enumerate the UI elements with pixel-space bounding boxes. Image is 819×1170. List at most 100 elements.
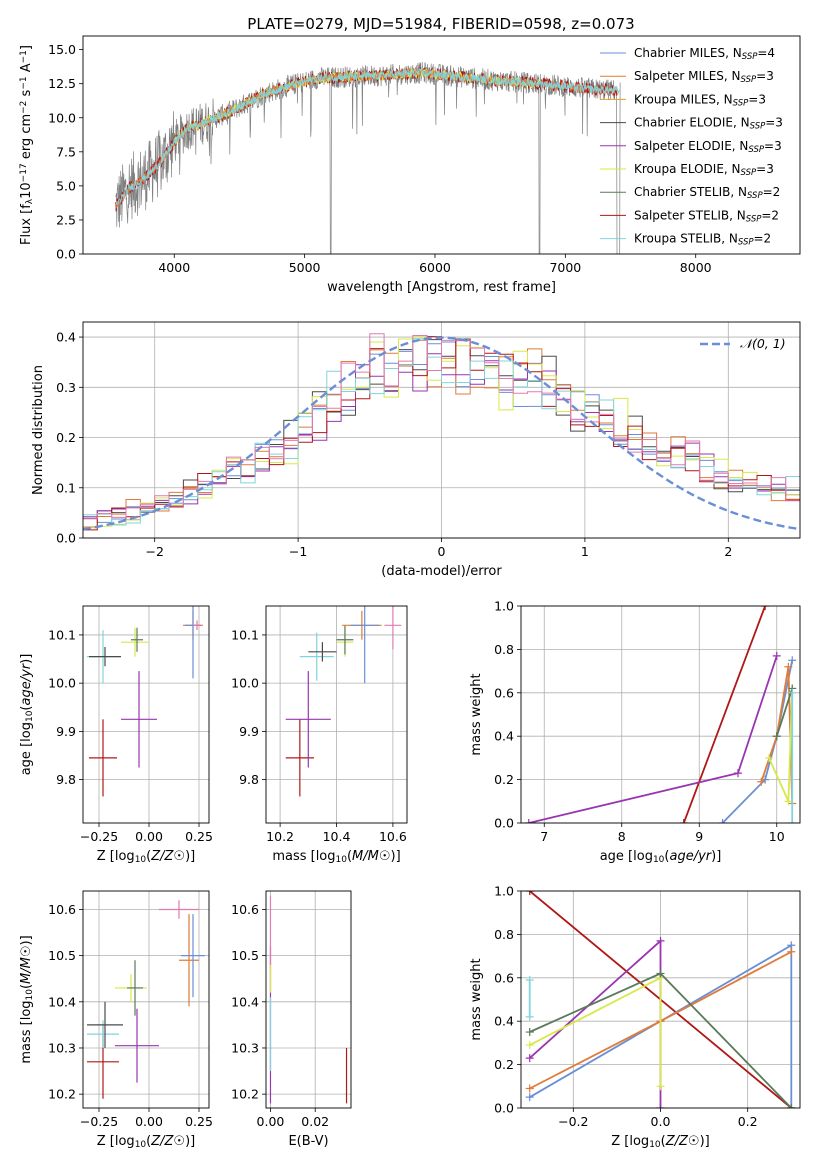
- label-part: SSP: [741, 75, 757, 85]
- weight-point-marker: [525, 1012, 534, 1021]
- y-tick-label: 9.9: [56, 724, 76, 739]
- y-tick-label: 10.4: [48, 994, 76, 1009]
- x-axis-label: mass [log10(M/M☉)]: [272, 849, 400, 865]
- label-part: )]: [700, 1134, 710, 1149]
- label-part: )]: [19, 654, 34, 664]
- y-tick-label: 10.3: [231, 1040, 259, 1055]
- weight-point-marker: [787, 1104, 796, 1108]
- y-tick-label: 0.6: [494, 970, 514, 985]
- label-part: Kroupa MILES, N: [634, 92, 733, 106]
- label-part: erg cm: [19, 114, 34, 163]
- x-tick-label: −1: [289, 544, 307, 559]
- x-tick-label: 8: [618, 829, 626, 844]
- weight-point-marker: [656, 936, 665, 945]
- label-part: (: [146, 1134, 151, 1149]
- label-part: Z/Z☉: [665, 1134, 700, 1149]
- y-tick-label: 9.8: [56, 772, 76, 787]
- y-tick-label: 5.0: [56, 178, 76, 193]
- y-tick-label: 0.6: [494, 685, 514, 700]
- y-tick-label: 0.4: [56, 330, 76, 345]
- y-tick-label: 0.1: [56, 480, 76, 495]
- label-part: SSP: [746, 215, 762, 225]
- weight-point-marker: [757, 777, 766, 786]
- weight-point-marker: [765, 753, 773, 762]
- x-tick-label: 0.02: [301, 1114, 329, 1129]
- x-tick-label: 10.2: [266, 829, 294, 844]
- y-tick-label: 10.4: [231, 994, 259, 1009]
- age_vs_Z-axes: −0.25 0.00 0.259.89.910.010.1Z [log10(Z/Z☉…: [19, 605, 213, 865]
- label-part: =2: [754, 232, 772, 246]
- weight_vs_age-frame: [520, 605, 801, 824]
- label-part: =3: [756, 162, 774, 176]
- label-part: age/yr: [669, 849, 712, 864]
- x-tick-label: 0.00: [135, 1114, 163, 1129]
- label-part: 10: [135, 855, 147, 865]
- label-part: age/yr: [19, 662, 34, 705]
- label-part: 10: [25, 989, 35, 1001]
- weight-point-marker: [718, 819, 727, 823]
- label-part: 10: [653, 855, 665, 865]
- label-part: Chabrier STELIB, N: [634, 185, 747, 199]
- model-line: [115, 67, 621, 205]
- weight-point-marker: [788, 819, 797, 823]
- y-tick-label: 10.6: [231, 902, 259, 917]
- label-part: mass [log: [272, 849, 335, 864]
- label-part: 10: [336, 855, 348, 865]
- x-tick-label: −0.2: [558, 1114, 588, 1129]
- label-part: Salpeter STELIB, N: [634, 208, 746, 222]
- x-tick-label: 0.25: [185, 1114, 213, 1129]
- x-tick-label: 2: [724, 544, 732, 559]
- y-tick-label: 0.4: [494, 1014, 514, 1029]
- y-axis-label: Normed distribution: [31, 365, 46, 495]
- label-part: =3: [756, 69, 774, 83]
- label-part: SSP: [733, 99, 749, 109]
- x-axis-label: (data-model)/error: [381, 564, 502, 579]
- y-tick-label: 0.0: [56, 247, 76, 262]
- x-tick-label: 7: [540, 829, 548, 844]
- mass_vs_Z-plot-area: [87, 900, 205, 1099]
- legend-label: Salpeter MILES, NSSP=3: [634, 69, 774, 85]
- label-part: Salpeter ELODIE, N: [634, 139, 748, 153]
- legend-label: Salpeter ELODIE, NSSP=3: [634, 139, 782, 155]
- label-part: =3: [764, 139, 782, 153]
- y-tick-label: 0.2: [494, 772, 514, 787]
- x-tick-label: 10: [769, 829, 785, 844]
- y-tick-label: 9.9: [239, 724, 259, 739]
- legend-label: 𝒩(0, 1): [740, 336, 786, 351]
- label-part: M/M☉: [352, 849, 390, 864]
- weight-point-marker: [784, 662, 793, 671]
- label-part: (: [19, 984, 34, 989]
- label-part: )]: [185, 1134, 195, 1149]
- spectrum-plot-area: [115, 61, 621, 254]
- label-part: (: [146, 849, 151, 864]
- label-part: 10: [19, 182, 34, 199]
- weight-point-marker: [784, 797, 793, 806]
- weight-point-marker: [679, 819, 688, 823]
- label-part: SSP: [750, 122, 766, 132]
- x-tick-label: 7000: [549, 260, 581, 275]
- label-part: SSP: [742, 52, 758, 62]
- label-part: =2: [763, 185, 781, 199]
- label-part: =2: [761, 208, 779, 222]
- x-tick-label: 5000: [289, 260, 321, 275]
- label-part: 10: [25, 710, 35, 722]
- x-tick-label: −0.25: [80, 1114, 118, 1129]
- y-tick-label: 0.3: [56, 380, 76, 395]
- weight_vs_age-plot-area: [524, 606, 797, 823]
- mass_vs_ebv-frame: [265, 890, 352, 1109]
- x-tick-label: 10.4: [323, 829, 351, 844]
- label-part: SSP: [748, 145, 764, 155]
- data-spectrum-line: [115, 61, 621, 254]
- label-part: −2: [19, 101, 29, 114]
- label-part: =4: [757, 46, 775, 60]
- label-part: (: [664, 849, 669, 864]
- label-part: SSP: [747, 191, 763, 201]
- y-axis-label: age [log10(age/yr)]: [19, 654, 35, 776]
- label-part: =3: [748, 92, 766, 106]
- y-tick-label: 0.8: [494, 927, 514, 942]
- y-tick-label: 10.0: [231, 676, 259, 691]
- legend-label: Chabrier MILES, NSSP=4: [634, 46, 775, 62]
- label-part: SSP: [741, 168, 757, 178]
- label-part: mass [log: [19, 1000, 34, 1063]
